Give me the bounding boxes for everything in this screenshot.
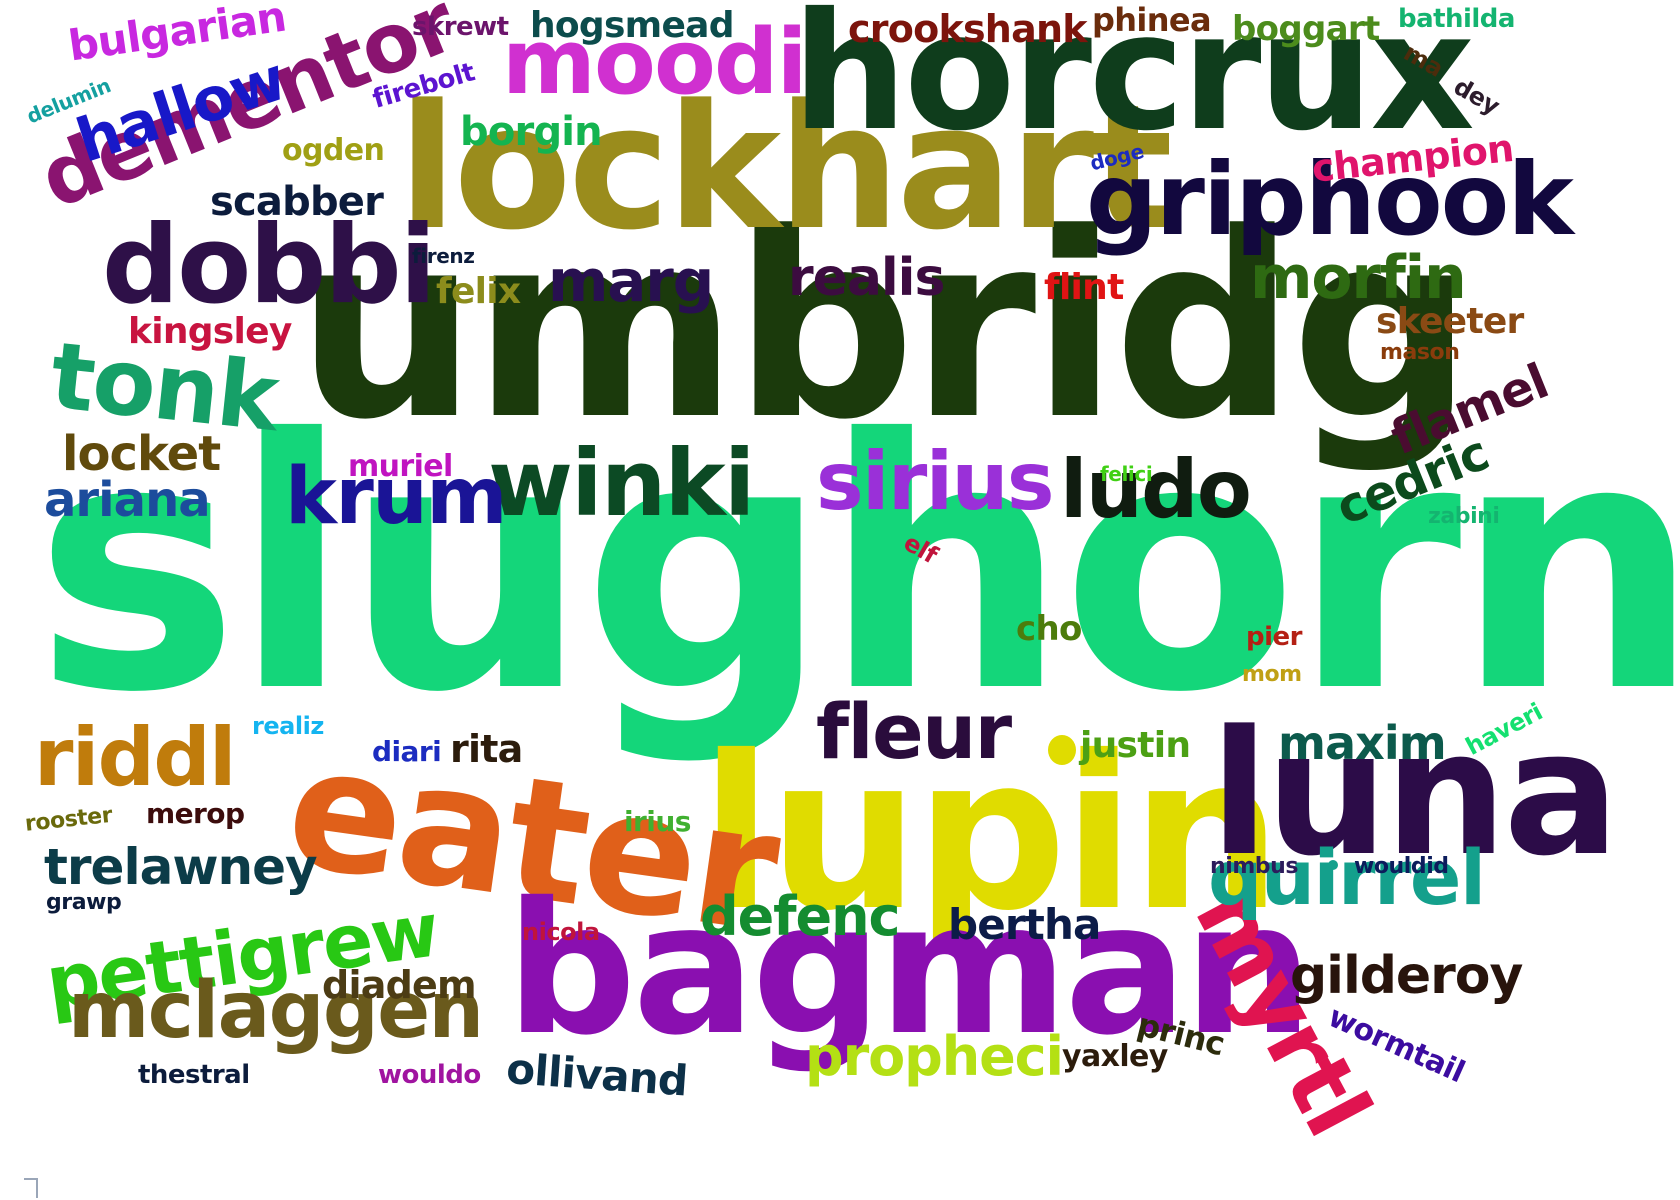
word-grawp: grawp <box>46 890 122 915</box>
word-realiz: realiz <box>252 712 324 740</box>
word-rooster: rooster <box>23 802 114 837</box>
word-krum: krum <box>285 452 507 542</box>
word-slughorn: slughorn <box>34 367 1680 768</box>
word-propheci: propheci <box>805 1025 1064 1088</box>
word-yaxley: yaxley <box>1062 1039 1168 1074</box>
word-quirrel: quirrel <box>1208 833 1486 922</box>
word-crookshank: crookshank <box>848 7 1088 51</box>
resize-handle <box>24 1178 38 1198</box>
dot-mark <box>1328 860 1338 870</box>
word-maxim: maxim <box>1278 716 1447 770</box>
word-defenc: defenc <box>700 885 900 948</box>
word-hogsmead: hogsmead <box>530 5 735 46</box>
word-bagman: bagman <box>506 863 1313 1075</box>
word-felix: felix <box>436 271 521 312</box>
word-luna: luna <box>1210 693 1620 894</box>
word-scabber: scabber <box>210 179 384 225</box>
word-ollivand: ollivand <box>504 1044 689 1106</box>
word-realis: realis <box>788 248 945 308</box>
word-fleur: fleur <box>816 687 1012 776</box>
word-justin: justin <box>1080 725 1191 766</box>
word-griphook: griphook <box>1086 141 1574 258</box>
word-nicola: nicola <box>522 918 600 946</box>
word-irius: irius <box>624 805 691 838</box>
word-rita: rita <box>450 727 523 771</box>
word-moodi: moodi <box>502 10 808 115</box>
word-sirius: sirius <box>816 435 1054 528</box>
word-ogden: ogden <box>282 133 385 168</box>
word-flint: flint <box>1044 267 1124 308</box>
word-ludo: ludo <box>1060 443 1252 536</box>
word-trelawney: trelawney <box>44 838 318 896</box>
word-cho: cho <box>1016 609 1082 649</box>
word-horcrux: horcrux <box>792 0 1475 167</box>
word-umbridg: umbridg <box>296 179 1473 476</box>
word-morfin: morfin <box>1250 243 1467 313</box>
word-wouldo: wouldo <box>378 1060 481 1090</box>
word-skrewt: skrewt <box>412 12 509 42</box>
word-gilderoy: gilderoy <box>1290 946 1523 1006</box>
word-zabini: zabini <box>1428 504 1500 529</box>
word-bertha: bertha <box>948 900 1101 949</box>
word-diari: diari <box>372 735 442 768</box>
word-boggart: boggart <box>1232 9 1380 49</box>
word-diadem: diadem <box>322 963 477 1007</box>
word-nimbus: nimbus <box>1210 854 1298 879</box>
word-lupin: lupin <box>700 710 1282 957</box>
word-muriel: muriel <box>348 449 453 484</box>
word-merop: merop <box>146 797 245 830</box>
word-mason: mason <box>1380 340 1460 365</box>
word-firenz: firenz <box>412 244 475 268</box>
word-borgin: borgin <box>460 109 603 155</box>
word-riddl: riddl <box>34 711 236 804</box>
word-marg: marg <box>548 247 714 315</box>
word-wouldid: wouldid <box>1354 854 1449 879</box>
word-locket: locket <box>62 426 221 482</box>
word-kingsley: kingsley <box>128 311 292 352</box>
word-dobbi: dobbi <box>102 203 437 328</box>
word-pier: pier <box>1246 622 1302 652</box>
word-winki: winki <box>488 430 755 537</box>
word-phinea: phinea <box>1092 1 1212 39</box>
word-skeeter: skeeter <box>1376 301 1524 342</box>
word-felici: felici <box>1100 462 1153 486</box>
word-thestral: thestral <box>138 1060 250 1090</box>
word-mclaggen: mclaggen <box>68 966 484 1056</box>
dot-mark <box>1048 735 1076 765</box>
word-mom: mom <box>1242 662 1302 687</box>
word-ariana: ariana <box>44 472 211 528</box>
word-lockhart: lockhart <box>398 67 1173 268</box>
word-bathilda: bathilda <box>1398 4 1515 34</box>
